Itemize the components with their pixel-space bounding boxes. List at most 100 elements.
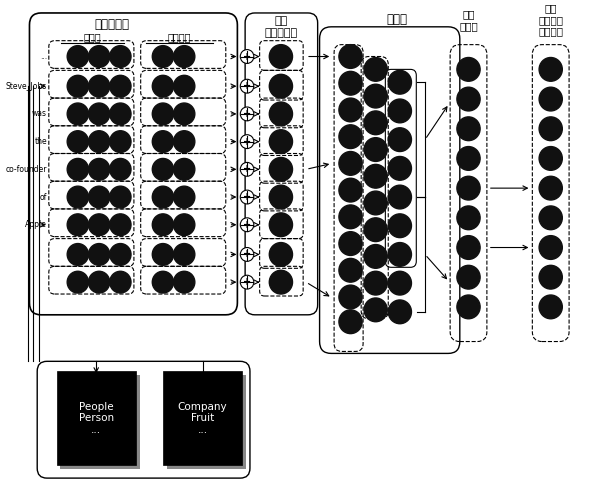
Circle shape bbox=[388, 128, 412, 151]
Circle shape bbox=[67, 214, 88, 236]
Circle shape bbox=[67, 186, 88, 208]
Circle shape bbox=[269, 74, 293, 98]
Circle shape bbox=[269, 158, 293, 181]
Circle shape bbox=[240, 79, 254, 93]
Circle shape bbox=[539, 265, 563, 289]
Circle shape bbox=[457, 295, 480, 319]
Circle shape bbox=[88, 186, 110, 208]
Circle shape bbox=[152, 214, 174, 236]
Text: +: + bbox=[243, 81, 251, 91]
Text: +: + bbox=[243, 109, 251, 119]
Circle shape bbox=[269, 270, 293, 294]
Circle shape bbox=[339, 310, 362, 334]
Circle shape bbox=[174, 159, 195, 180]
Circle shape bbox=[364, 138, 387, 162]
Circle shape bbox=[457, 146, 480, 170]
Circle shape bbox=[67, 244, 88, 265]
Circle shape bbox=[269, 185, 293, 209]
Circle shape bbox=[457, 265, 480, 289]
Circle shape bbox=[457, 206, 480, 230]
Circle shape bbox=[339, 71, 362, 95]
Text: +: + bbox=[243, 52, 251, 61]
Circle shape bbox=[457, 87, 480, 111]
Circle shape bbox=[339, 178, 362, 202]
Circle shape bbox=[388, 70, 412, 94]
Circle shape bbox=[67, 159, 88, 180]
Circle shape bbox=[457, 117, 480, 141]
Circle shape bbox=[539, 176, 563, 200]
Circle shape bbox=[339, 205, 362, 229]
Text: +: + bbox=[243, 220, 251, 230]
Circle shape bbox=[152, 271, 174, 293]
Circle shape bbox=[174, 271, 195, 293]
Circle shape bbox=[88, 75, 110, 97]
Circle shape bbox=[269, 44, 293, 68]
Circle shape bbox=[152, 131, 174, 153]
Circle shape bbox=[67, 75, 88, 97]
Circle shape bbox=[110, 131, 131, 153]
Circle shape bbox=[110, 159, 131, 180]
Circle shape bbox=[539, 295, 563, 319]
Text: 卷积层: 卷积层 bbox=[386, 13, 407, 26]
Circle shape bbox=[269, 213, 293, 237]
Circle shape bbox=[364, 111, 387, 135]
Text: +: + bbox=[243, 192, 251, 202]
Circle shape bbox=[174, 103, 195, 125]
Circle shape bbox=[67, 45, 88, 67]
Circle shape bbox=[110, 45, 131, 67]
Circle shape bbox=[152, 186, 174, 208]
Circle shape bbox=[88, 159, 110, 180]
Circle shape bbox=[88, 271, 110, 293]
Circle shape bbox=[88, 131, 110, 153]
Circle shape bbox=[364, 298, 387, 322]
Circle shape bbox=[364, 58, 387, 81]
Circle shape bbox=[388, 243, 412, 266]
Circle shape bbox=[339, 151, 362, 175]
Circle shape bbox=[269, 243, 293, 266]
Circle shape bbox=[88, 45, 110, 67]
Text: +: + bbox=[243, 137, 251, 146]
Circle shape bbox=[152, 75, 174, 97]
Circle shape bbox=[110, 271, 131, 293]
FancyBboxPatch shape bbox=[56, 371, 136, 465]
Text: Steve_Jobs: Steve_Jobs bbox=[5, 81, 47, 91]
Circle shape bbox=[457, 236, 480, 260]
Circle shape bbox=[88, 103, 110, 125]
Circle shape bbox=[364, 244, 387, 268]
Text: the: the bbox=[34, 137, 47, 146]
Text: +: + bbox=[243, 164, 251, 174]
Circle shape bbox=[110, 75, 131, 97]
Circle shape bbox=[539, 146, 563, 170]
Circle shape bbox=[388, 214, 412, 238]
Circle shape bbox=[110, 186, 131, 208]
Circle shape bbox=[240, 190, 254, 204]
Circle shape bbox=[174, 214, 195, 236]
Circle shape bbox=[88, 244, 110, 265]
Circle shape bbox=[539, 58, 563, 81]
Circle shape bbox=[152, 159, 174, 180]
Circle shape bbox=[240, 218, 254, 232]
Circle shape bbox=[152, 45, 174, 67]
FancyBboxPatch shape bbox=[167, 375, 246, 469]
Circle shape bbox=[388, 99, 412, 123]
Circle shape bbox=[67, 271, 88, 293]
Text: +: + bbox=[243, 277, 251, 287]
Circle shape bbox=[67, 131, 88, 153]
Text: People
Person
...: People Person ... bbox=[79, 402, 114, 435]
Circle shape bbox=[364, 218, 387, 242]
Text: +: + bbox=[243, 249, 251, 260]
Circle shape bbox=[539, 206, 563, 230]
Text: ...: ... bbox=[40, 52, 47, 61]
Circle shape bbox=[339, 232, 362, 255]
Text: of: of bbox=[40, 193, 47, 202]
Text: 位置向量: 位置向量 bbox=[168, 32, 191, 41]
Circle shape bbox=[174, 45, 195, 67]
Circle shape bbox=[457, 176, 480, 200]
Circle shape bbox=[174, 75, 195, 97]
Circle shape bbox=[174, 186, 195, 208]
Circle shape bbox=[388, 271, 412, 295]
Circle shape bbox=[240, 50, 254, 63]
Circle shape bbox=[339, 44, 362, 68]
Circle shape bbox=[88, 214, 110, 236]
Circle shape bbox=[539, 236, 563, 260]
